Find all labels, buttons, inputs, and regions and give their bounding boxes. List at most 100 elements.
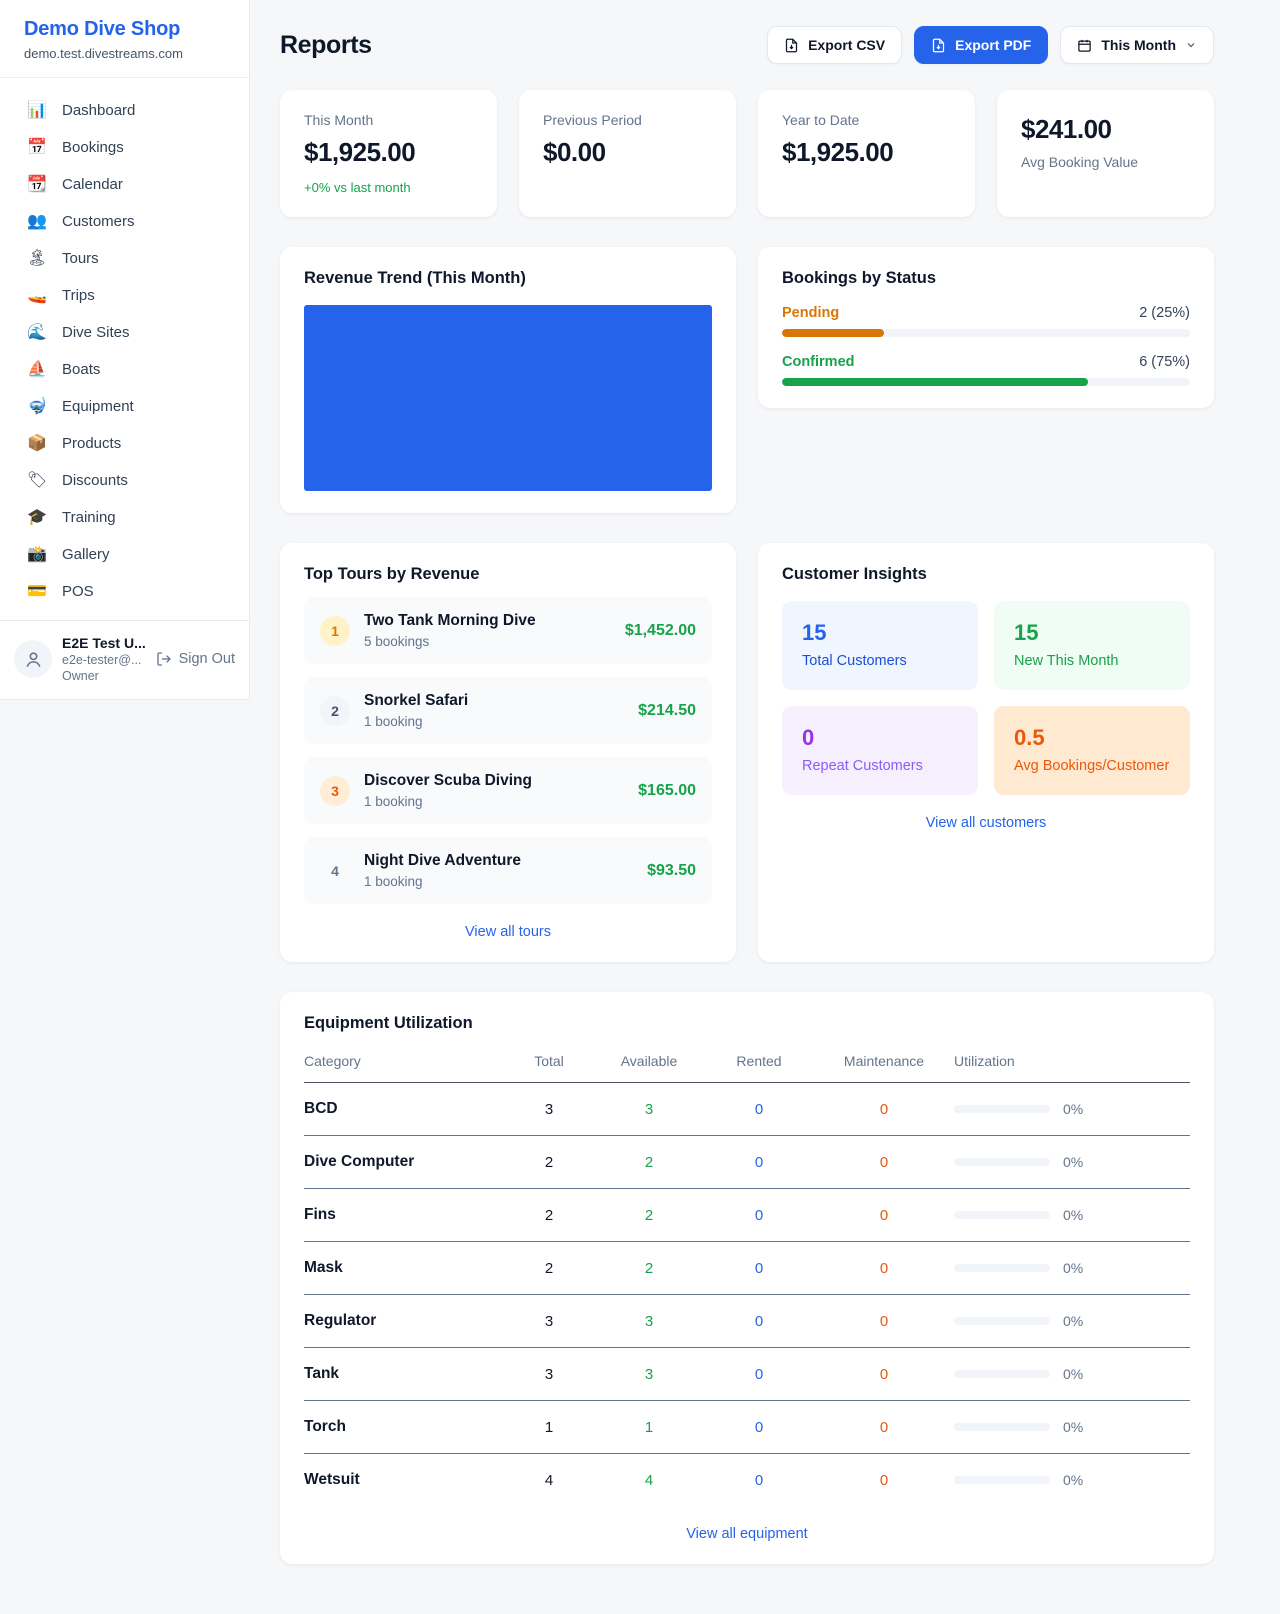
stat-value: $0.00 (543, 137, 606, 167)
sidebar-item-pos[interactable]: 💳 POS (12, 573, 237, 610)
cell-utilization: 0% (954, 1472, 1190, 1488)
sidebar-item-label: POS (62, 583, 94, 600)
cell-category: Torch (304, 1418, 346, 1435)
tile-label: Avg Bookings/Customer (1014, 758, 1170, 774)
stat-label: This Month (304, 112, 374, 128)
equipment-table-header: Category Total Available Rented Maintena… (304, 1053, 1190, 1083)
sidebar-item-label: Equipment (62, 398, 134, 415)
sidebar-item-customers[interactable]: 👥 Customers (12, 203, 237, 240)
cell-maintenance: 0 (879, 1471, 889, 1489)
tour-row: 2 Snorkel Safari 1 booking $214.50 (304, 677, 712, 744)
cell-utilization: 0% (954, 1366, 1190, 1382)
tile-value: 0 (802, 725, 815, 750)
utilization-bar (954, 1105, 1050, 1113)
cell-available: 3 (644, 1100, 654, 1118)
utilization-percent: 0% (1063, 1313, 1084, 1329)
cell-total: 2 (544, 1206, 554, 1224)
sidebar-item-equipment[interactable]: 🤿 Equipment (12, 388, 237, 425)
sidebar-item-dive-sites[interactable]: 🌊 Dive Sites (12, 314, 237, 351)
user-email: e2e-tester@... (62, 653, 142, 667)
sidebar-item-calendar[interactable]: 📆 Calendar (12, 166, 237, 203)
top-tours-card: Top Tours by Revenue 1 Two Tank Morning … (280, 543, 736, 962)
export-csv-button[interactable]: Export CSV (767, 26, 903, 64)
table-row-dive-computer: Dive Computer 2 2 0 0 0% (304, 1136, 1190, 1189)
cell-available: 2 (644, 1259, 654, 1277)
sidebar-item-bookings[interactable]: 📅 Bookings (12, 129, 237, 166)
view-all-customers-link[interactable]: View all customers (925, 815, 1047, 831)
progress-fill (782, 378, 1088, 386)
bookings-calendar-icon: 📅 (27, 138, 47, 156)
top-tours-title: Top Tours by Revenue (304, 565, 480, 583)
sidebar-item-gallery[interactable]: 📸 Gallery (12, 536, 237, 573)
tour-bookings: 1 booking (364, 714, 423, 729)
sidebar-item-label: Calendar (62, 176, 123, 193)
view-all-equipment-link[interactable]: View all equipment (686, 1526, 808, 1542)
sidebar-item-dashboard[interactable]: 📊 Dashboard (12, 92, 237, 129)
table-row-torch: Torch 1 1 0 0 0% (304, 1401, 1190, 1454)
sidebar-item-trips[interactable]: 🚤 Trips (12, 277, 237, 314)
period-label: This Month (1101, 37, 1176, 53)
cell-maintenance: 0 (879, 1153, 889, 1171)
export-pdf-label: Export PDF (955, 37, 1032, 53)
sign-out-button[interactable]: Sign Out (156, 651, 235, 667)
tile-label: Total Customers (802, 653, 907, 669)
cell-available: 4 (644, 1471, 654, 1489)
utilization-bar (954, 1423, 1050, 1431)
export-pdf-button[interactable]: Export PDF (914, 26, 1049, 64)
status-count: 6 (75%) (1139, 354, 1190, 370)
cell-category: BCD (304, 1100, 338, 1117)
cell-category: Tank (304, 1365, 340, 1382)
customer-insights-title: Customer Insights (782, 565, 927, 583)
rank-badge: 1 (320, 615, 350, 646)
cell-category: Mask (304, 1259, 343, 1276)
sidebar-item-products[interactable]: 📦 Products (12, 425, 237, 462)
tour-revenue: $214.50 (638, 701, 696, 719)
diving-mask-icon: 🤿 (27, 397, 47, 415)
charts-row: Revenue Trend (This Month) Bookings by S… (280, 247, 1214, 513)
utilization-percent: 0% (1063, 1207, 1084, 1223)
status-row-confirmed: Confirmed 6 (75%) (782, 354, 1190, 386)
cell-rented: 0 (754, 1206, 764, 1224)
cell-maintenance: 0 (879, 1365, 889, 1383)
bookings-by-status-card: Bookings by Status Pending 2 (25%) Confi… (758, 247, 1214, 408)
utilization-percent: 0% (1063, 1419, 1084, 1435)
cell-available: 3 (644, 1312, 654, 1330)
col-header-total: Total (534, 1053, 564, 1069)
cell-utilization: 0% (954, 1419, 1190, 1435)
cell-rented: 0 (754, 1259, 764, 1277)
sidebar-item-boats[interactable]: ⛵ Boats (12, 351, 237, 388)
sidebar-item-discounts[interactable]: 🏷 Discounts (12, 462, 237, 499)
sidebar-item-training[interactable]: 🎓 Training (12, 499, 237, 536)
utilization-percent: 0% (1063, 1366, 1084, 1382)
cell-total: 3 (544, 1312, 554, 1330)
sidebar-item-tours[interactable]: 🏝 Tours (12, 240, 237, 277)
revenue-trend-chart (304, 305, 712, 491)
cell-category: Dive Computer (304, 1153, 415, 1170)
sidebar: Demo Dive Shop demo.test.divestreams.com… (0, 0, 250, 700)
shop-name: Demo Dive Shop (24, 18, 181, 40)
stat-value: $241.00 (1021, 114, 1112, 144)
tile-total-customers: 15 Total Customers (782, 601, 978, 690)
tag-icon: 🏷 (26, 471, 48, 489)
view-all-tours-link[interactable]: View all tours (465, 924, 551, 940)
user-meta: E2E Test U... e2e-tester@... Owner (62, 635, 146, 683)
bookings-by-status-title: Bookings by Status (782, 269, 937, 287)
table-row-mask: Mask 2 2 0 0 0% (304, 1242, 1190, 1295)
chevron-down-icon (1187, 43, 1195, 48)
tour-name: Two Tank Morning Dive (364, 612, 536, 629)
tile-label: New This Month (1014, 653, 1119, 669)
tour-bookings: 1 booking (364, 794, 423, 809)
period-selector[interactable]: This Month (1060, 26, 1214, 64)
user-section: E2E Test U... e2e-tester@... Owner Sign … (0, 620, 249, 699)
sailboat-icon: ⛵ (27, 360, 47, 378)
cell-total: 2 (544, 1153, 554, 1171)
shop-domain: demo.test.divestreams.com (24, 46, 183, 61)
credit-card-icon: 💳 (27, 582, 47, 600)
tour-row: 3 Discover Scuba Diving 1 booking $165.0… (304, 757, 712, 824)
utilization-percent: 0% (1063, 1101, 1084, 1117)
utilization-percent: 0% (1063, 1472, 1084, 1488)
tour-bookings: 1 booking (364, 874, 423, 889)
customers-icon: 👥 (27, 212, 47, 230)
rank-badge: 2 (320, 695, 350, 726)
page-header: Reports Export CSV Export PDF This Month (280, 26, 1214, 64)
